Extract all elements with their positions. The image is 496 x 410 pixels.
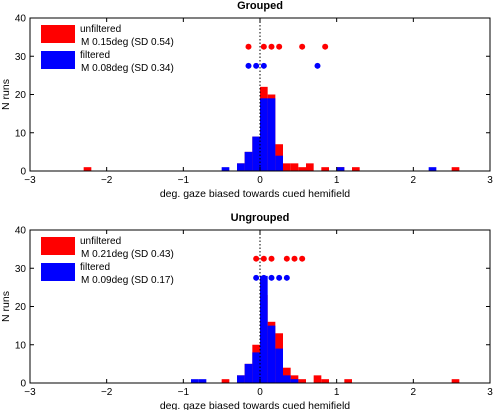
y-tick-label: 40 bbox=[15, 14, 27, 25]
unfiltered-bar bbox=[298, 167, 306, 171]
unfiltered-dot bbox=[322, 43, 329, 50]
filtered-legend-swatch bbox=[41, 263, 75, 281]
filtered-dot bbox=[276, 274, 283, 281]
unfiltered-bar bbox=[313, 375, 322, 383]
filtered-bar bbox=[267, 98, 276, 171]
legend-series-name: filtered bbox=[80, 50, 110, 61]
filtered-dot bbox=[268, 274, 275, 281]
filtered-bar bbox=[198, 379, 207, 383]
unfiltered-dot bbox=[291, 255, 298, 262]
y-tick-label: 20 bbox=[15, 90, 27, 101]
y-tick-label: 0 bbox=[20, 167, 26, 178]
legend-series-stats: M 0.21deg (SD 0.43) bbox=[81, 249, 174, 260]
filtered-bar bbox=[267, 325, 276, 383]
filtered-dot bbox=[253, 62, 260, 69]
x-tick-label: −2 bbox=[101, 175, 113, 186]
x-tick-label: 0 bbox=[257, 387, 263, 398]
legend-series-stats: M 0.09deg (SD 0.17) bbox=[81, 275, 174, 286]
unfiltered-bar bbox=[344, 379, 352, 383]
x-tick-label: 2 bbox=[411, 175, 417, 186]
legend-series-name: filtered bbox=[80, 262, 110, 273]
y-axis-label: N runs bbox=[0, 291, 12, 322]
unfiltered-dot bbox=[245, 43, 252, 50]
x-tick-label: −1 bbox=[178, 387, 190, 398]
x-tick-label: 1 bbox=[334, 175, 340, 186]
unfiltered-bar bbox=[83, 167, 92, 171]
unfiltered-bar bbox=[283, 163, 291, 171]
unfiltered-bar bbox=[321, 379, 329, 383]
y-tick-label: 10 bbox=[15, 128, 27, 139]
filtered-bar bbox=[237, 163, 245, 171]
filtered-bar bbox=[252, 352, 260, 383]
unfiltered-bar bbox=[451, 167, 460, 171]
chart-title: Grouped bbox=[237, 0, 283, 12]
chart-title: Ungrouped bbox=[231, 212, 290, 224]
filtered-bar bbox=[252, 136, 260, 171]
y-tick-label: 40 bbox=[15, 226, 27, 237]
unfiltered-dot bbox=[253, 255, 260, 262]
unfiltered-dot bbox=[299, 255, 306, 262]
filtered-bar bbox=[275, 348, 283, 383]
x-tick-label: −2 bbox=[101, 387, 113, 398]
unfiltered-bar bbox=[306, 163, 314, 171]
unfiltered-dot bbox=[260, 255, 267, 262]
y-axis-label: N runs bbox=[0, 79, 12, 110]
legend-series-name: unfiltered bbox=[80, 24, 121, 35]
filtered-dot bbox=[283, 274, 290, 281]
unfiltered-bar bbox=[290, 163, 299, 171]
filtered-bar bbox=[244, 363, 253, 383]
filtered-dot bbox=[260, 274, 267, 281]
y-tick-label: 30 bbox=[15, 52, 27, 63]
unfiltered-legend-swatch bbox=[41, 237, 75, 255]
filtered-bar bbox=[275, 155, 283, 171]
x-tick-label: −3 bbox=[24, 387, 36, 398]
filtered-legend-swatch bbox=[41, 51, 75, 69]
unfiltered-bar bbox=[352, 167, 360, 171]
filtered-bar bbox=[283, 375, 291, 383]
y-tick-label: 30 bbox=[15, 264, 27, 275]
y-tick-label: 20 bbox=[15, 302, 27, 313]
filtered-dot bbox=[260, 62, 267, 69]
unfiltered-bar bbox=[221, 379, 230, 383]
x-tick-label: 3 bbox=[487, 387, 493, 398]
filtered-dot bbox=[253, 274, 260, 281]
filtered-bar bbox=[191, 379, 199, 383]
filtered-bar bbox=[428, 167, 437, 171]
x-tick-label: 0 bbox=[257, 175, 263, 186]
unfiltered-dot bbox=[260, 43, 267, 50]
unfiltered-dot bbox=[268, 43, 275, 50]
unfiltered-bar bbox=[451, 379, 460, 383]
legend-series-name: unfiltered bbox=[80, 236, 121, 247]
filtered-bar bbox=[290, 379, 299, 383]
x-axis-label: deg. gaze biased towards cued hemifield bbox=[160, 400, 350, 410]
unfiltered-dot bbox=[276, 43, 283, 50]
legend-series-stats: M 0.15deg (SD 0.54) bbox=[81, 37, 174, 48]
filtered-bar bbox=[336, 167, 345, 171]
unfiltered-dot bbox=[299, 43, 306, 50]
filtered-bar bbox=[244, 151, 253, 171]
legend-series-stats: M 0.08deg (SD 0.34) bbox=[81, 63, 174, 74]
unfiltered-legend-swatch bbox=[41, 25, 75, 43]
filtered-bar bbox=[260, 275, 268, 383]
unfiltered-bar bbox=[298, 379, 306, 383]
filtered-bar bbox=[260, 98, 268, 171]
unfiltered-bar bbox=[321, 167, 329, 171]
x-tick-label: 1 bbox=[334, 387, 340, 398]
unfiltered-dot bbox=[268, 255, 275, 262]
y-tick-label: 10 bbox=[15, 340, 27, 351]
unfiltered-dot bbox=[283, 255, 290, 262]
x-tick-label: 3 bbox=[487, 175, 493, 186]
x-tick-label: −1 bbox=[178, 175, 190, 186]
filtered-bar bbox=[221, 167, 230, 171]
filtered-dot bbox=[245, 62, 252, 69]
x-tick-label: −3 bbox=[24, 175, 36, 186]
x-axis-label: deg. gaze biased towards cued hemifield bbox=[160, 188, 350, 200]
filtered-bar bbox=[237, 375, 245, 383]
x-tick-label: 2 bbox=[411, 387, 417, 398]
y-tick-label: 0 bbox=[20, 379, 26, 390]
filtered-dot bbox=[314, 62, 321, 69]
